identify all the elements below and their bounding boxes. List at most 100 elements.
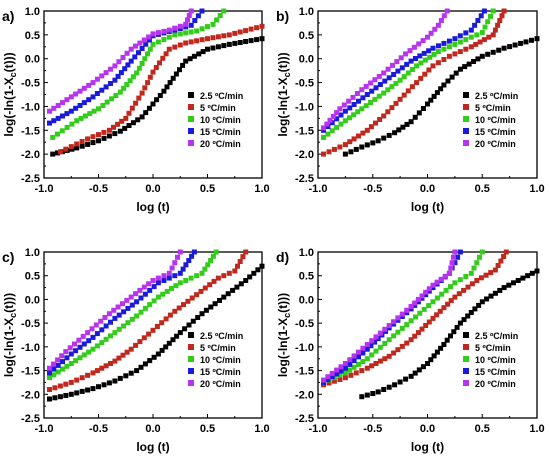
- data-point: [111, 124, 116, 130]
- data-point: [205, 262, 211, 268]
- data-point: [155, 275, 161, 281]
- data-point: [99, 327, 105, 333]
- data-point: [190, 318, 196, 324]
- data-point: [120, 55, 126, 60]
- data-point: [143, 110, 149, 116]
- data-point: [159, 347, 165, 353]
- y-tick-label: 0.5: [299, 30, 314, 42]
- data-point: [146, 34, 152, 40]
- data-point: [454, 324, 460, 330]
- data-point: [120, 352, 126, 358]
- data-point: [356, 349, 361, 355]
- data-point: [115, 73, 121, 79]
- data-point: [225, 291, 231, 297]
- data-point: [342, 370, 348, 376]
- data-point: [103, 70, 109, 76]
- data-point: [215, 44, 221, 50]
- data-point: [395, 315, 401, 321]
- data-point: [377, 358, 383, 364]
- data-point: [96, 132, 101, 138]
- x-tick-label: 0.0: [420, 423, 435, 435]
- data-point: [151, 284, 157, 290]
- data-point: [451, 329, 457, 335]
- data-point: [205, 24, 210, 30]
- data-point: [342, 151, 348, 157]
- data-point: [529, 270, 535, 276]
- y-tick-label: 0.0: [25, 294, 40, 306]
- data-point: [393, 80, 399, 86]
- data-point: [104, 99, 110, 105]
- data-point: [381, 70, 387, 76]
- data-point: [141, 284, 147, 290]
- data-point: [395, 68, 401, 74]
- x-tick-label: 1.0: [254, 423, 269, 435]
- data-point: [428, 357, 434, 363]
- data-point: [364, 342, 370, 347]
- data-point: [468, 44, 474, 50]
- data-point: [81, 100, 87, 106]
- data-point: [457, 33, 463, 39]
- data-point: [129, 302, 135, 308]
- data-point: [73, 105, 79, 111]
- data-point: [161, 37, 167, 43]
- data-point: [326, 380, 332, 386]
- data-point: [238, 281, 244, 287]
- data-point: [174, 333, 180, 339]
- data-point: [453, 70, 459, 76]
- data-point: [166, 34, 172, 40]
- legend-entry: 10 ºC/min: [475, 115, 516, 125]
- data-point: [353, 370, 359, 376]
- data-point: [394, 59, 400, 65]
- data-point: [390, 62, 395, 68]
- data-point: [351, 353, 357, 359]
- data-point: [136, 95, 142, 101]
- data-point: [124, 82, 130, 87]
- data-point: [472, 306, 478, 312]
- data-point: [146, 331, 152, 337]
- data-point: [523, 39, 529, 45]
- data-point: [386, 132, 392, 138]
- data-point: [479, 53, 485, 59]
- data-point: [137, 40, 143, 46]
- data-point: [400, 124, 406, 130]
- data-point: [125, 320, 131, 326]
- data-point: [134, 70, 140, 76]
- data-point: [338, 364, 344, 370]
- data-point: [63, 146, 69, 152]
- data-point: [177, 249, 183, 255]
- data-point: [51, 105, 57, 111]
- legend-entry: 2.5 ºC/min: [200, 91, 243, 101]
- data-point: [414, 63, 420, 69]
- data-point: [74, 390, 80, 396]
- x-axis-label: log (t): [411, 440, 444, 454]
- data-point: [452, 36, 458, 42]
- data-point: [226, 32, 232, 38]
- x-tick-label: 0.0: [145, 423, 160, 435]
- data-point: [120, 301, 125, 307]
- data-point: [360, 350, 366, 356]
- data-point: [85, 136, 91, 142]
- legend-marker: [463, 92, 469, 98]
- data-point: [64, 97, 70, 103]
- legend-entry: 20 ºC/min: [475, 139, 516, 149]
- data-point: [77, 88, 83, 94]
- data-point: [81, 85, 87, 91]
- data-point: [86, 97, 92, 103]
- data-point: [373, 334, 379, 340]
- data-point: [486, 34, 492, 40]
- data-point: [106, 127, 112, 133]
- data-point: [161, 28, 167, 34]
- data-point: [150, 327, 156, 333]
- data-point: [512, 42, 518, 48]
- data-point: [405, 88, 411, 94]
- y-axis-label: log(-ln(1-Xc(t))): [2, 52, 18, 136]
- data-point: [431, 51, 437, 57]
- data-point: [199, 8, 205, 14]
- y-tick-label: -2.0: [21, 149, 40, 161]
- data-point: [426, 67, 432, 73]
- data-point: [79, 388, 85, 394]
- data-point: [180, 62, 186, 68]
- data-point: [426, 48, 432, 54]
- data-point: [177, 23, 183, 29]
- data-point: [172, 32, 178, 38]
